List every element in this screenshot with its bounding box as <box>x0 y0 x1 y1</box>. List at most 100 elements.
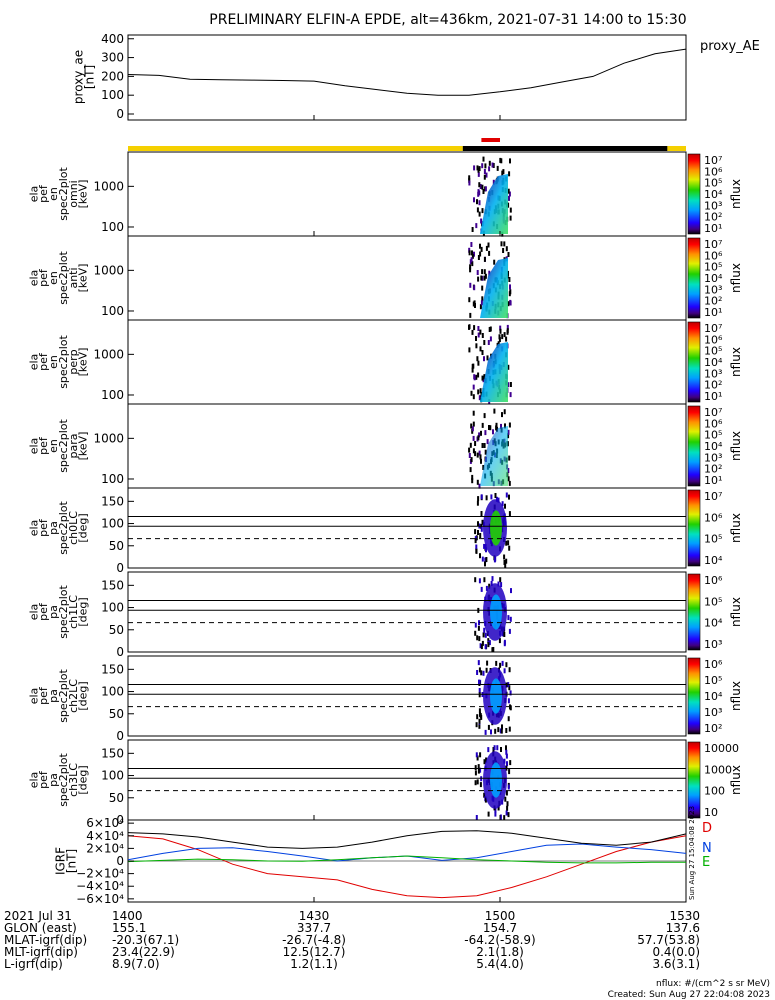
colorbar-tick: 10⁶ <box>704 165 723 178</box>
colorbar-label: nflux <box>729 263 743 293</box>
energy-panel-0: 1000 100 elapefenspec2plotomni[keV] <box>27 151 687 237</box>
y-label-line: spec2plot <box>57 335 70 389</box>
footer-cell: 1430 <box>299 909 330 923</box>
y-label-line: spec2plot <box>57 251 70 305</box>
footer-cell: -26.7(-4.8) <box>282 933 346 947</box>
y-label-line: en <box>47 187 60 201</box>
svg-text:elapefenspec2plotperp[keV]: elapefenspec2plotperp[keV] <box>27 335 90 389</box>
colorbar-4: 10⁷ 10⁶ 10⁵ 10⁴ nflux <box>687 489 743 567</box>
pitch-y-tick: 0 <box>116 561 124 575</box>
footer-cell: 5.4(4.0) <box>476 957 524 971</box>
y-label-line: ela <box>27 186 40 203</box>
y-label-line: spec2plot <box>57 167 70 221</box>
colorbar-tick: 10⁵ <box>704 261 722 274</box>
y-label-line: pef <box>37 770 50 789</box>
energy-y-tick: 100 <box>101 472 124 486</box>
footer-row-label: MLT-igrf(dip) <box>4 945 78 959</box>
pitch-panel-3: 150 100 50 0 elapefpaspec2plotch3LC[deg] <box>27 739 687 827</box>
svg-text:elapefpaspec2plotch3LC[deg]: elapefpaspec2plotch3LC[deg] <box>27 753 90 807</box>
colorbar-tick: 10³ <box>704 706 722 719</box>
y-label-line: [deg] <box>77 513 90 542</box>
y-label-line: para <box>67 434 80 459</box>
ae-y-tick: 300 <box>101 51 124 65</box>
footer-cell: 1.2(1.1) <box>290 957 338 971</box>
y-label-line: pef <box>37 518 50 537</box>
colorbar-tick: 10³ <box>704 638 722 651</box>
colorbar-tick: 10² <box>704 295 722 308</box>
colorbar-tick: 10⁷ <box>704 490 722 503</box>
colorbar-label: nflux <box>729 347 743 377</box>
footer-cell: 23.4(22.9) <box>112 945 175 959</box>
y-label-line: ela <box>27 438 40 455</box>
svg-text:elapefenspec2plotanti[keV]: elapefenspec2plotanti[keV] <box>27 251 90 305</box>
flux-region <box>480 342 508 402</box>
energy-panels: 1000100elapefenspec2plotomni[keV]1000100… <box>27 151 687 489</box>
y-label-line: perp <box>67 349 80 374</box>
y-label-line: ela <box>27 520 40 537</box>
y-label-line: [keV] <box>77 264 90 293</box>
footer-cell: 1530 <box>669 909 700 923</box>
energy-y-tick: 1000 <box>93 263 124 277</box>
igrf-y-tick: 6×10⁴ <box>86 816 124 830</box>
colorbar-tick: 10⁴ <box>704 690 723 703</box>
colorbar-5: 10⁶ 10⁵ 10⁴ 10³ nflux <box>687 573 743 651</box>
flux-core <box>490 594 502 630</box>
y-label-line: [keV] <box>77 180 90 209</box>
y-label-line: spec2plot <box>57 585 70 639</box>
energy-y-tick: 100 <box>101 304 124 318</box>
colorbar-tick: 10⁵ <box>704 177 722 190</box>
footer-cell: -64.2(-58.9) <box>464 933 535 947</box>
y-label-line: en <box>47 439 60 453</box>
igrf-lines <box>127 830 687 899</box>
colorbar-tick: 10⁵ <box>704 595 722 608</box>
y-label-line: ela <box>27 604 40 621</box>
footer-cell: 3.6(3.1) <box>652 957 700 971</box>
footer-cell: 57.7(53.8) <box>637 933 700 947</box>
footer-cell: 1400 <box>112 909 143 923</box>
pitch-panel-1: 150 100 50 0 elapefpaspec2plotch1LC[deg] <box>27 571 687 659</box>
y-label-line: spec2plot <box>57 753 70 807</box>
colorbar-label: nflux <box>729 765 743 795</box>
ae-y-label: proxy_ae[nT] <box>72 50 97 104</box>
energy-y-tick: 1000 <box>93 347 124 361</box>
ae-y-tick: 200 <box>101 69 124 83</box>
footer-cell: 8.9(7.0) <box>112 957 160 971</box>
colorbar-label: nflux <box>729 681 743 711</box>
igrf-y-tick: 4×10⁴ <box>86 829 124 843</box>
colorbar-tick: 10⁷ <box>704 238 722 251</box>
pitch-y-tick: 100 <box>101 601 124 615</box>
pitch-y-tick: 50 <box>109 791 124 805</box>
svg-text:elapefenspec2plotpara[keV]: elapefenspec2plotpara[keV] <box>27 419 90 473</box>
pitch-y-tick: 150 <box>101 662 124 676</box>
flux-region <box>480 174 508 234</box>
footer-cell: 2.1(1.8) <box>476 945 524 959</box>
energy-y-tick: 1000 <box>93 179 124 193</box>
pitch-y-tick: 100 <box>101 769 124 783</box>
colorbar-tick: 10¹ <box>704 222 722 235</box>
colorbar-tick: 10² <box>704 379 722 392</box>
colorbar-tick: 10⁴ <box>704 554 723 567</box>
pitch-y-tick: 0 <box>116 729 124 743</box>
colorbar-tick: 10⁴ <box>704 188 723 201</box>
svg-text:elapefpaspec2plotch2LC[deg]: elapefpaspec2plotch2LC[deg] <box>27 669 90 723</box>
y-label-line: ch2LC <box>67 679 80 713</box>
pitch-y-tick: 0 <box>116 645 124 659</box>
igrf-y-tick: −4×10⁴ <box>76 879 124 893</box>
y-label-line: pef <box>37 352 50 371</box>
footer-cell: 154.7 <box>483 921 517 935</box>
science-zone-bar <box>481 138 500 142</box>
y-label-line: [nT] <box>64 849 78 873</box>
y-label-line: omni <box>67 180 80 207</box>
legend-d: D <box>702 821 712 836</box>
footer-cell: 155.1 <box>112 921 146 935</box>
colorbar-label: nflux <box>729 431 743 461</box>
y-label-line: ela <box>27 270 40 287</box>
colorbar-tick: 10⁶ <box>704 417 723 430</box>
y-label-line: pa <box>47 689 60 703</box>
flux-region <box>480 426 508 486</box>
igrf-line-E <box>127 855 686 864</box>
ae-y-ticks: 400 300 200 100 0 <box>101 32 134 121</box>
pitch-y-tick: 50 <box>109 623 124 637</box>
